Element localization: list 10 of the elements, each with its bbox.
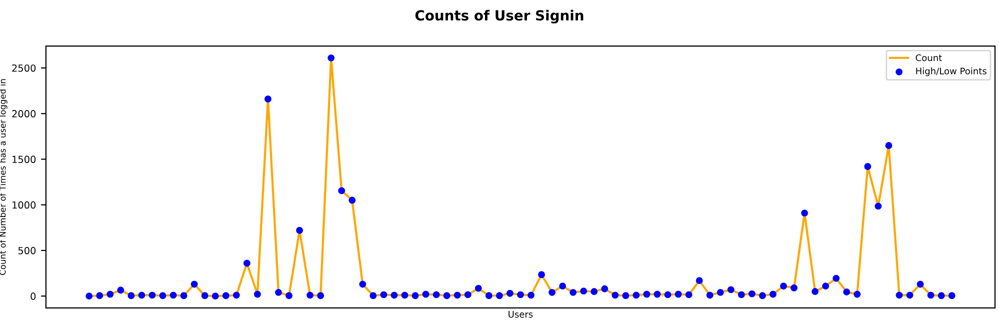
y-tick-label: 0 — [30, 292, 36, 300]
y-tick-label: 2500 — [12, 64, 36, 72]
legend-label: High/Low Points — [916, 67, 986, 76]
y-tick-label: 2000 — [12, 110, 36, 118]
y-tick-label: 1000 — [12, 201, 36, 209]
legend-label: Count — [916, 54, 942, 62]
y-tick-label: 1500 — [12, 156, 36, 164]
y-tick-label: 500 — [18, 246, 36, 254]
chart-title: Counts of User Signin — [415, 10, 584, 24]
x-axis-title: Users — [508, 311, 533, 318]
